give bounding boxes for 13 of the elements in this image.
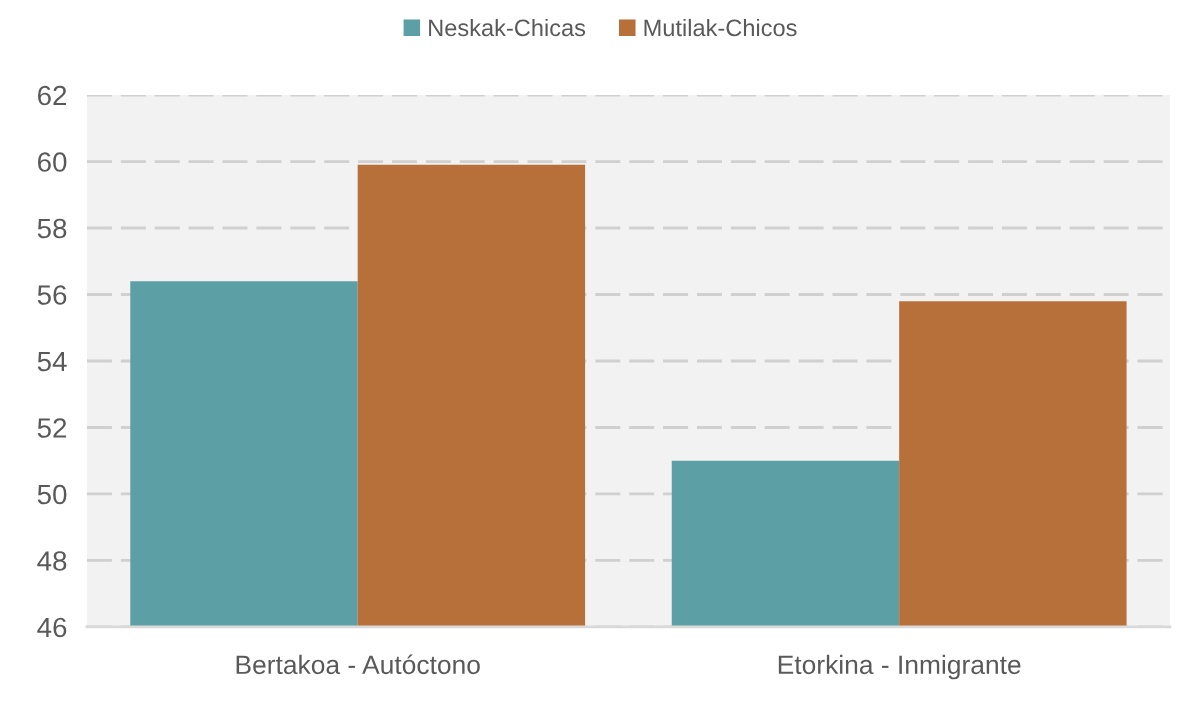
x-tick-label: Bertakoa - Autóctono bbox=[236, 654, 480, 675]
y-tick-label: 62 bbox=[38, 85, 67, 106]
y-tick-label: 46 bbox=[37, 617, 67, 638]
y-tick-label: 54 bbox=[37, 351, 67, 372]
y-tick-label: 48 bbox=[37, 551, 67, 571]
y-tick-label: 58 bbox=[37, 218, 67, 239]
legend-label: Mutilak-Chicos bbox=[644, 18, 797, 37]
y-tick-label: 50 bbox=[37, 484, 67, 505]
x-tick-label: Etorkina - Inmigrante bbox=[778, 654, 1021, 680]
y-tick-label: 52 bbox=[37, 418, 67, 438]
y-tick-label: 56 bbox=[37, 285, 67, 305]
legend-label: Neskak-Chicas bbox=[429, 18, 586, 37]
y-tick-label: 60 bbox=[38, 152, 67, 172]
